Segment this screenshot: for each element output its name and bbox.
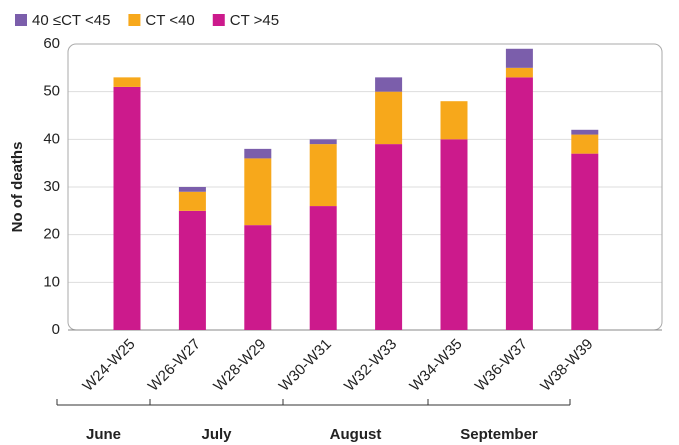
bar-segment (113, 77, 141, 87)
legend-label: CT >45 (230, 12, 279, 29)
bar-segment (571, 134, 599, 154)
x-tick-label: W30-W31 (276, 336, 335, 395)
bar-segment (244, 225, 272, 330)
bar-segment (375, 144, 403, 330)
bar-segment (505, 67, 533, 78)
bar-segment (244, 158, 272, 226)
x-tick-label: W36-W37 (472, 336, 531, 395)
bar-segment (178, 210, 206, 330)
x-tick-label: W38-W39 (537, 336, 596, 395)
month-label: July (201, 426, 232, 443)
y-tick-label: 40 (43, 130, 60, 147)
legend-label: 40 ≤CT <45 (32, 12, 110, 29)
month-label: August (330, 426, 382, 443)
legend-swatch (212, 14, 225, 26)
legend-swatch (15, 14, 27, 26)
legend-label: CT <40 (145, 12, 194, 29)
x-tick-label: W28-W29 (210, 336, 269, 395)
bar-segment (178, 191, 206, 211)
bar-segment (505, 77, 533, 330)
y-tick-label: 50 (43, 83, 60, 100)
bar-segment (571, 153, 599, 330)
legend-swatch (128, 14, 141, 26)
bar-segment (505, 48, 533, 68)
y-tick-label: 60 (43, 35, 60, 52)
bar-segment (375, 91, 403, 145)
bar-segment (309, 206, 337, 330)
x-tick-label: W32-W33 (341, 336, 400, 395)
y-tick-label: 30 (43, 178, 60, 195)
bar-segment (178, 187, 206, 192)
bar-segment (440, 101, 468, 140)
bar-segment (571, 129, 599, 135)
bar-segment (375, 77, 403, 92)
bar-segment (440, 139, 468, 330)
y-tick-label: 10 (43, 273, 60, 290)
x-tick-label: W34-W35 (406, 336, 465, 395)
x-tick-label: W24-W25 (79, 336, 138, 395)
bar-segment (309, 139, 337, 145)
y-axis-label: No of deaths (9, 142, 26, 233)
x-tick-label: W26-W27 (145, 336, 204, 395)
bar-segment (244, 148, 272, 159)
y-tick-label: 20 (43, 226, 60, 243)
y-tick-label: 0 (52, 321, 60, 338)
bar-segment (113, 86, 141, 331)
month-label: June (86, 426, 121, 443)
month-label: September (460, 426, 538, 443)
bar-segment (309, 144, 337, 207)
